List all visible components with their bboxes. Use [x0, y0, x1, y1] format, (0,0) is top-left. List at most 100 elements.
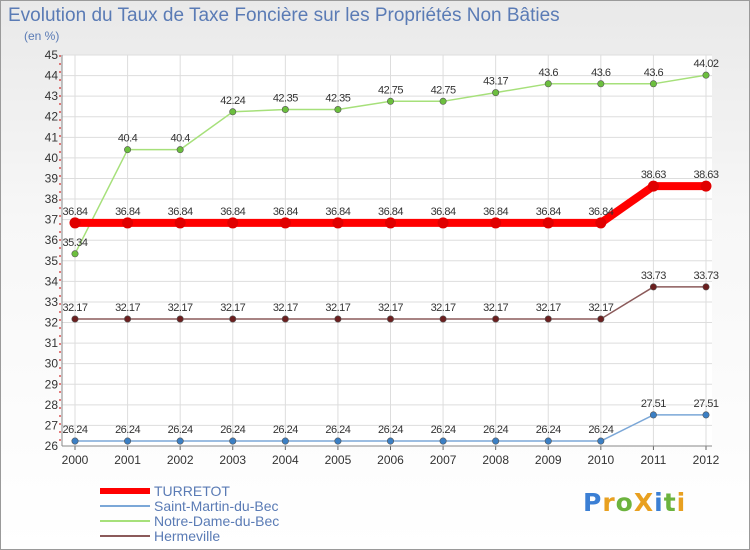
point-notre-dame-du-bec-2005: [334, 106, 342, 114]
data-label-saint-martin-du-bec-2003: 26.24: [220, 424, 245, 436]
point-notre-dame-du-bec-2012: [702, 71, 710, 79]
point-turretot-2008: [490, 217, 502, 229]
y-tick-label-39: 39: [45, 171, 59, 185]
x-tick-label-2009: 2009: [535, 453, 562, 467]
legend-swatch-hermeville: [100, 535, 150, 537]
x-tick-label-2007: 2007: [430, 453, 457, 467]
data-label-hermeville-2009: 32.17: [536, 302, 561, 314]
legend-label-saint-martin-du-bec: Saint-Martin-du-Bec: [154, 498, 279, 514]
y-tick-label-43: 43: [45, 89, 59, 103]
data-label-saint-martin-du-bec-2012: 27.51: [693, 398, 718, 410]
data-label-notre-dame-du-bec-2003: 42.24: [220, 95, 245, 107]
data-label-hermeville-2011: 33.73: [641, 270, 666, 282]
point-saint-martin-du-bec-2005: [334, 437, 342, 445]
x-tick-label-2012: 2012: [693, 453, 720, 467]
x-tick-label-2000: 2000: [62, 453, 89, 467]
data-label-hermeville-2007: 32.17: [431, 302, 456, 314]
data-label-hermeville-2000: 32.17: [62, 302, 87, 314]
point-hermeville-2011: [649, 283, 657, 291]
point-saint-martin-du-bec-2012: [702, 411, 710, 419]
data-label-turretot-2004: 36.84: [273, 206, 298, 218]
x-tick-label-2010: 2010: [587, 453, 614, 467]
point-turretot-2005: [332, 217, 344, 229]
proxiti-logo: ProXiti: [583, 488, 687, 517]
point-notre-dame-du-bec-2010: [597, 80, 605, 88]
legend-label-turretot: TURRETOT: [154, 483, 230, 499]
y-tick-label-31: 31: [45, 336, 59, 350]
data-label-notre-dame-du-bec-2012: 44.02: [693, 58, 718, 70]
y-tick-label-42: 42: [45, 110, 59, 124]
point-turretot-2006: [385, 217, 396, 229]
y-tick-label-29: 29: [45, 377, 59, 391]
point-hermeville-2005: [334, 315, 342, 323]
point-turretot-2010: [595, 217, 607, 229]
data-label-saint-martin-du-bec-2011: 27.51: [641, 398, 666, 410]
chart-subtitle: (en %): [24, 29, 60, 43]
point-notre-dame-du-bec-2007: [439, 97, 447, 105]
point-saint-martin-du-bec-2007: [439, 437, 447, 445]
point-notre-dame-du-bec-2004: [281, 106, 289, 114]
data-label-hermeville-2004: 32.17: [273, 302, 298, 314]
point-turretot-2001: [122, 217, 134, 229]
y-tick-label-28: 28: [45, 398, 59, 412]
data-label-hermeville-2001: 32.17: [115, 302, 140, 314]
data-label-hermeville-2010: 32.17: [588, 302, 613, 314]
y-tick-label-44: 44: [45, 69, 59, 83]
y-tick-label-26: 26: [45, 439, 59, 453]
point-notre-dame-du-bec-2006: [386, 97, 394, 105]
point-hermeville-2012: [702, 283, 710, 291]
point-turretot-2007: [437, 217, 449, 229]
point-saint-martin-du-bec-2003: [229, 437, 237, 445]
data-label-turretot-2010: 36.84: [588, 206, 613, 218]
point-saint-martin-du-bec-2008: [492, 437, 500, 445]
data-label-notre-dame-du-bec-2011: 43.6: [644, 67, 664, 79]
x-tick-label-2004: 2004: [272, 453, 299, 467]
data-label-turretot-2002: 36.84: [168, 206, 193, 218]
point-notre-dame-du-bec-2000: [71, 250, 79, 258]
data-label-saint-martin-du-bec-2009: 26.24: [536, 424, 561, 436]
data-label-saint-martin-du-bec-2002: 26.24: [168, 424, 193, 436]
point-saint-martin-du-bec-2006: [386, 437, 394, 445]
point-turretot-2011: [647, 180, 659, 192]
y-tick-label-27: 27: [45, 418, 59, 432]
data-label-saint-martin-du-bec-2008: 26.24: [483, 424, 508, 436]
point-saint-martin-du-bec-2002: [176, 437, 184, 445]
data-label-hermeville-2002: 32.17: [168, 302, 193, 314]
point-hermeville-2009: [544, 315, 552, 323]
point-hermeville-2002: [176, 315, 184, 323]
data-label-saint-martin-du-bec-2001: 26.24: [115, 424, 140, 436]
point-turretot-2002: [174, 217, 186, 229]
point-turretot-2009: [542, 217, 554, 229]
legend-swatch-saint-martin-du-bec: [100, 505, 150, 507]
data-label-turretot-2003: 36.84: [220, 206, 245, 218]
data-label-notre-dame-du-bec-2001: 40.4: [118, 133, 138, 145]
y-tick-label-33: 33: [45, 295, 59, 309]
data-label-turretot-2000: 36.84: [62, 206, 87, 218]
y-tick-label-45: 45: [45, 48, 59, 62]
data-label-saint-martin-du-bec-2004: 26.24: [273, 424, 298, 436]
x-tick-label-2001: 2001: [114, 453, 141, 467]
legend-label-notre-dame-du-bec: Notre-Dame-du-Bec: [154, 513, 280, 529]
data-label-hermeville-2006: 32.17: [378, 302, 403, 314]
point-notre-dame-du-bec-2001: [124, 146, 132, 154]
x-tick-label-2002: 2002: [167, 453, 194, 467]
point-hermeville-2006: [386, 315, 394, 323]
data-label-turretot-2012: 38.63: [693, 169, 718, 181]
y-tick-label-37: 37: [45, 213, 59, 227]
legend-swatch-turretot: [100, 488, 150, 494]
point-saint-martin-du-bec-2011: [649, 411, 657, 419]
data-label-saint-martin-du-bec-2007: 26.24: [431, 424, 456, 436]
point-hermeville-2001: [124, 315, 132, 323]
data-label-notre-dame-du-bec-2006: 42.75: [378, 84, 403, 96]
legend-label-hermeville: Hermeville: [154, 528, 221, 544]
data-label-notre-dame-du-bec-2007: 42.75: [431, 84, 456, 96]
point-hermeville-2000: [71, 315, 79, 323]
data-label-turretot-2009: 36.84: [536, 206, 561, 218]
chart-title: Evolution du Taux de Taxe Foncière sur l…: [8, 5, 560, 26]
point-saint-martin-du-bec-2004: [281, 437, 289, 445]
data-label-hermeville-2003: 32.17: [220, 302, 245, 314]
y-tick-label-32: 32: [45, 316, 59, 330]
point-hermeville-2007: [439, 315, 447, 323]
data-label-hermeville-2008: 32.17: [483, 302, 508, 314]
data-label-notre-dame-du-bec-2000: 35.34: [62, 237, 87, 249]
